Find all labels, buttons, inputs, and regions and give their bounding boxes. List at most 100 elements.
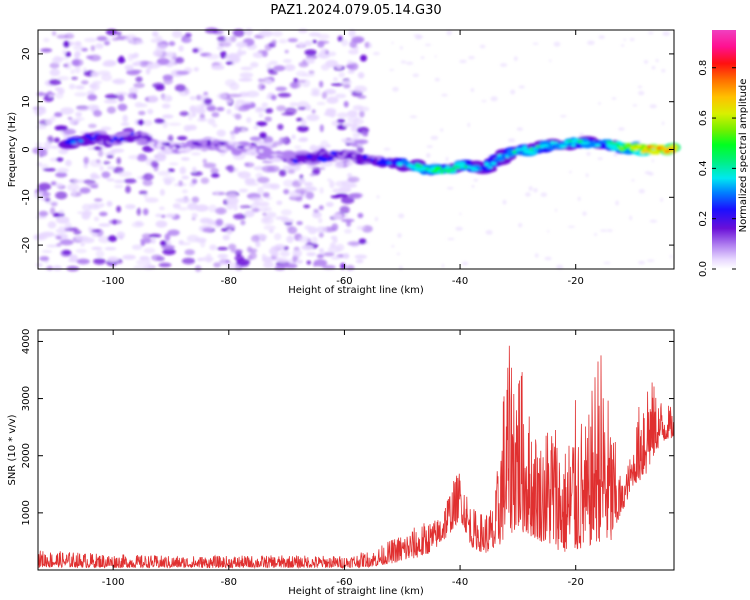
noise-blob xyxy=(62,250,72,256)
noise-blob xyxy=(43,37,50,43)
noise-blob xyxy=(274,265,286,271)
noise-blob xyxy=(263,136,274,144)
noise-blob xyxy=(195,237,207,243)
noise-blob xyxy=(548,59,552,62)
noise-blob xyxy=(485,230,493,235)
noise-blob xyxy=(507,138,516,143)
noise-blob xyxy=(65,159,72,167)
noise-blob xyxy=(136,259,148,266)
noise-blob xyxy=(613,152,618,157)
noise-blob xyxy=(424,43,432,47)
noise-blob xyxy=(327,178,332,182)
noise-blob xyxy=(298,61,309,68)
noise-blob xyxy=(268,247,279,255)
noise-blob xyxy=(249,136,261,142)
ridge-blob xyxy=(376,161,382,165)
noise-blob xyxy=(415,35,422,40)
noise-blob xyxy=(283,59,292,63)
ridge-blob xyxy=(550,141,555,145)
noise-blob xyxy=(287,169,295,174)
noise-blob xyxy=(192,48,199,53)
noise-blob xyxy=(160,214,166,218)
ridge-blob xyxy=(370,158,375,162)
noise-blob xyxy=(266,211,277,218)
ridge-blob xyxy=(349,156,354,160)
noise-blob xyxy=(470,88,475,92)
noise-blob xyxy=(341,218,355,223)
ridge-blob xyxy=(181,144,189,148)
noise-blob xyxy=(332,238,338,243)
noise-blob xyxy=(490,96,498,102)
noise-blob xyxy=(304,40,313,47)
noise-blob xyxy=(56,157,64,162)
noise-blob xyxy=(318,217,323,224)
noise-blob xyxy=(434,55,437,58)
noise-blob xyxy=(49,145,60,149)
noise-blob xyxy=(148,95,159,103)
noise-blob xyxy=(230,249,244,254)
spectrogram-signal-ridge xyxy=(58,131,681,176)
noise-blob xyxy=(184,249,195,256)
noise-blob xyxy=(225,99,233,104)
noise-blob xyxy=(347,173,353,178)
noise-blob xyxy=(513,56,518,62)
noise-blob xyxy=(338,186,352,193)
noise-blob xyxy=(399,265,403,271)
x-tick-label: -60 xyxy=(336,276,352,287)
noise-blob xyxy=(337,35,343,42)
noise-blob xyxy=(518,85,525,89)
ridge-blob xyxy=(614,141,623,147)
noise-blob xyxy=(305,104,312,111)
x-tick-label: -40 xyxy=(452,276,468,287)
noise-blob xyxy=(106,178,115,182)
noise-blob xyxy=(57,76,70,81)
noise-blob xyxy=(239,72,254,78)
colorbar-tick-label: 0.4 xyxy=(698,160,709,176)
noise-blob xyxy=(216,129,226,137)
noise-blob xyxy=(73,118,81,123)
noise-blob xyxy=(106,106,116,114)
noise-blob xyxy=(216,45,224,51)
noise-blob xyxy=(209,244,217,251)
noise-blob xyxy=(567,225,576,228)
noise-blob xyxy=(643,60,649,64)
noise-blob xyxy=(116,205,121,213)
noise-blob xyxy=(651,66,656,70)
noise-blob xyxy=(81,203,92,211)
noise-blob xyxy=(262,192,270,198)
noise-blob xyxy=(344,228,352,234)
noise-blob xyxy=(200,177,210,184)
y-tick-label: 2000 xyxy=(21,443,32,468)
noise-blob xyxy=(284,49,289,54)
noise-blob xyxy=(47,221,57,229)
noise-blob xyxy=(44,141,52,149)
noise-blob xyxy=(100,203,105,208)
noise-blob xyxy=(441,263,445,268)
noise-blob xyxy=(240,219,246,226)
noise-blob xyxy=(540,192,547,197)
noise-blob xyxy=(445,156,449,162)
noise-blob xyxy=(257,83,266,91)
noise-blob xyxy=(172,203,181,209)
noise-blob xyxy=(296,221,303,226)
ridge-blob xyxy=(227,144,233,148)
noise-blob xyxy=(147,108,154,115)
noise-blob xyxy=(143,119,153,127)
noise-blob xyxy=(298,178,304,185)
noise-blob xyxy=(99,165,104,172)
noise-blob xyxy=(321,91,328,99)
noise-blob xyxy=(58,226,70,230)
noise-blob xyxy=(101,171,111,179)
ridge-blob xyxy=(493,158,501,162)
ridge-blob xyxy=(664,150,671,153)
noise-blob xyxy=(316,101,326,106)
noise-blob xyxy=(345,161,354,166)
noise-blob xyxy=(148,233,162,238)
ridge-blob xyxy=(324,153,330,158)
ridge-blob xyxy=(262,153,267,157)
noise-blob xyxy=(161,94,173,103)
noise-blob xyxy=(262,182,275,189)
noise-blob xyxy=(215,218,224,227)
noise-blob xyxy=(623,38,627,41)
